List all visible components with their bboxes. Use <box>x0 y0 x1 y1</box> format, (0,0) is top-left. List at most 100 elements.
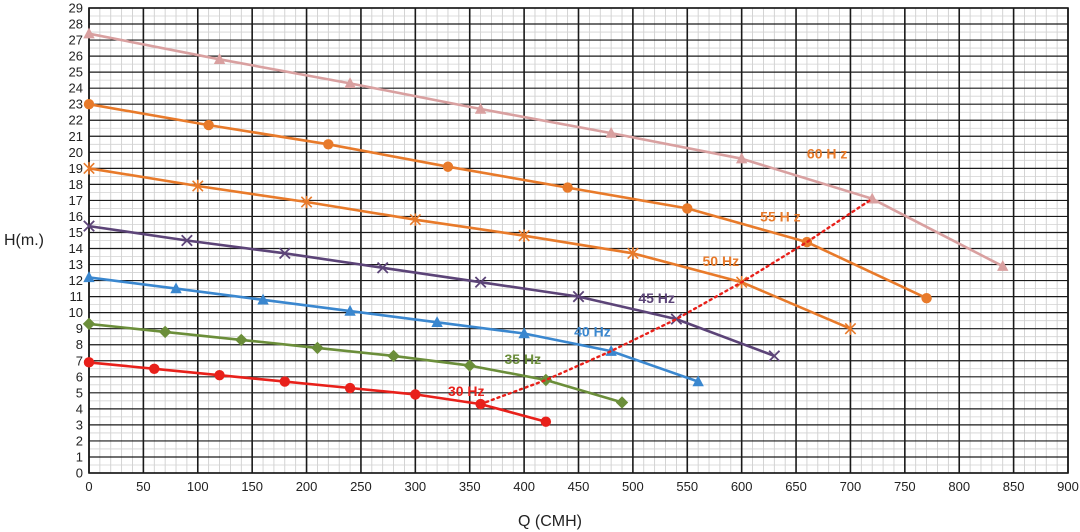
x-tick-label: 500 <box>622 479 644 494</box>
axes <box>88 7 1069 474</box>
data-point <box>376 261 389 274</box>
series-label: 30 Hz <box>448 383 485 399</box>
series-line <box>88 361 547 423</box>
y-tick-label: 15 <box>69 225 83 240</box>
y-tick-label: 20 <box>69 145 83 160</box>
data-point <box>82 317 96 331</box>
y-tick-label: 23 <box>69 97 83 112</box>
data-point <box>158 325 172 339</box>
x-tick-label: 700 <box>840 479 862 494</box>
y-tick-label: 12 <box>69 273 83 288</box>
data-point <box>279 376 290 387</box>
y-tick-label: 8 <box>76 337 83 352</box>
data-point <box>149 363 160 374</box>
series-line <box>88 167 851 330</box>
x-tick-label: 450 <box>568 479 590 494</box>
y-tick-label: 3 <box>76 417 83 432</box>
y-tick-label: 9 <box>76 321 83 336</box>
data-point <box>344 382 356 394</box>
y-tick-label: 22 <box>69 113 83 128</box>
x-tick-label: 350 <box>459 479 481 494</box>
y-tick-label: 6 <box>76 369 83 384</box>
series-label: 55 H z <box>760 208 800 224</box>
data-point <box>615 396 629 409</box>
data-point <box>83 220 95 232</box>
data-point <box>409 213 422 226</box>
data-point <box>192 179 204 193</box>
data-point <box>311 341 324 355</box>
data-point <box>539 373 553 387</box>
x-tick-label: 400 <box>513 479 535 494</box>
data-point <box>203 119 214 131</box>
series-line <box>88 102 928 300</box>
y-tick-label: 16 <box>69 209 83 224</box>
x-tick-label: 650 <box>785 479 807 494</box>
data-point <box>997 259 1009 271</box>
y-tick-label: 29 <box>69 1 83 16</box>
series-40hz <box>83 271 704 387</box>
series-45hz <box>83 220 781 362</box>
data-point <box>410 389 421 400</box>
y-tick-label: 10 <box>69 305 83 320</box>
data-point <box>213 53 226 65</box>
bep-line <box>479 197 874 406</box>
data-point <box>344 77 356 89</box>
data-point <box>83 99 95 110</box>
x-tick-labels: 0 50 100 150 200 250 300 350 400 450 500 550 600 650 7… <box>85 479 1078 494</box>
data-point <box>572 290 585 303</box>
x-tick-label: 550 <box>676 479 698 494</box>
y-tick-label: 7 <box>76 353 83 368</box>
series-label: 40 Hz <box>574 324 611 340</box>
data-point <box>278 247 291 260</box>
y-tick-label: 14 <box>69 241 83 256</box>
data-point <box>235 333 248 347</box>
data-point <box>83 357 95 368</box>
data-point <box>692 375 704 387</box>
data-point <box>540 416 552 427</box>
series-line <box>88 322 623 404</box>
data-point <box>518 327 530 339</box>
y-tick-label: 13 <box>69 257 83 272</box>
data-point <box>844 322 857 335</box>
y-tick-label: 5 <box>76 385 83 400</box>
data-point <box>682 203 693 214</box>
data-point <box>344 304 356 316</box>
data-point <box>735 152 748 164</box>
data-point <box>921 293 932 304</box>
x-tick-label: 900 <box>1057 479 1079 494</box>
series-50hz <box>83 162 857 335</box>
y-tick-label: 27 <box>69 33 83 48</box>
y-tick-labels: 0123456789101112131415161718192021222324… <box>69 1 83 481</box>
data-point <box>670 313 683 325</box>
data-point <box>442 161 454 172</box>
x-tick-label: 850 <box>1003 479 1025 494</box>
y-tick-label: 21 <box>69 129 83 144</box>
data-point <box>323 139 334 150</box>
plot-frame <box>88 7 1069 474</box>
y-tick-label: 24 <box>69 81 83 96</box>
x-tick-label: 0 <box>85 479 92 494</box>
y-tick-label: 11 <box>70 289 84 304</box>
series-layer <box>82 27 1009 427</box>
data-point <box>768 350 781 362</box>
x-axis-title: Q (CMH) <box>518 513 582 530</box>
data-point <box>627 247 639 260</box>
data-point <box>387 349 400 363</box>
x-tick-label: 300 <box>404 479 426 494</box>
y-tick-label: 1 <box>76 449 83 464</box>
y-tick-label: 28 <box>69 17 83 32</box>
x-tick-label: 750 <box>894 479 916 494</box>
data-point <box>605 126 617 138</box>
y-tick-label: 25 <box>69 65 83 80</box>
bep-line-layer <box>479 197 874 406</box>
data-point <box>181 234 193 247</box>
data-point <box>474 276 487 289</box>
data-point <box>518 229 530 242</box>
data-point <box>214 369 225 381</box>
series-label: 35 Hz <box>505 351 542 367</box>
x-tick-label: 50 <box>136 479 150 494</box>
series-30hz <box>83 357 552 427</box>
data-point <box>257 293 269 305</box>
series-labels: 30 Hz 35 Hz 40 Hz 45 Hz 50 Hz 55 H z 60 H z <box>448 146 847 399</box>
x-tick-label: 250 <box>350 479 372 494</box>
